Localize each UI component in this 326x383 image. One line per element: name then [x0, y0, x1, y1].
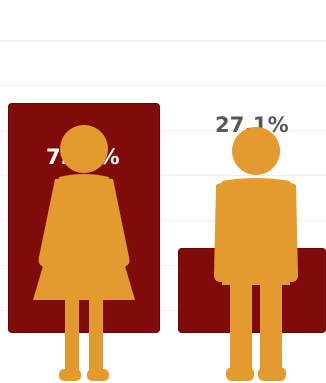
gridline	[0, 220, 326, 221]
gridline	[0, 175, 326, 176]
gridline	[0, 130, 326, 131]
gridline	[0, 310, 326, 311]
male-person-icon	[214, 127, 298, 381]
gridline	[0, 40, 326, 41]
gridline	[0, 265, 326, 266]
gridline	[0, 85, 326, 86]
female-person-icon	[33, 125, 135, 381]
